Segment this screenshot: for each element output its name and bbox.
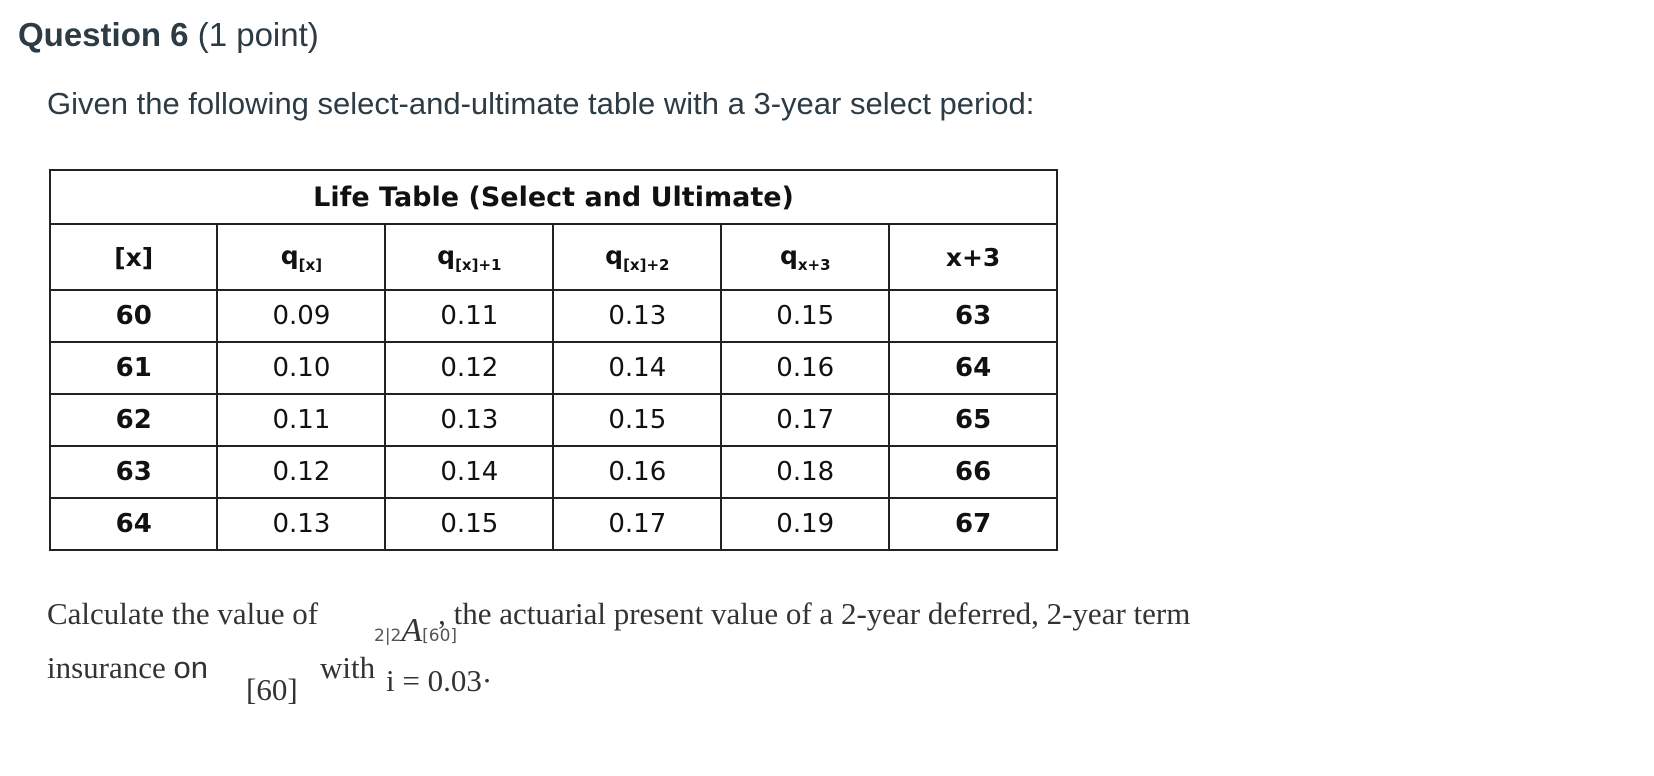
table-row: 61 0.10 0.12 0.14 0.16 64 [48,341,1058,395]
header-subscript: [x]+2 [623,255,670,274]
column-header: qx+3 [720,223,891,291]
header-subscript: [x] [298,255,323,274]
table-cell: 0.12 [384,341,555,395]
table-cell: 0.13 [384,393,555,447]
table-cell: 0.09 [216,289,387,343]
header-main: x+3 [945,242,1001,272]
header-subscript: x+3 [797,255,831,274]
header-subscript: [x]+1 [455,255,502,274]
table-cell: 0.12 [216,445,387,499]
question-number: Question 6 [18,16,189,53]
table-cell: 0.17 [720,393,891,447]
rate-text: i = 0.03 [386,663,482,698]
column-header: x+3 [888,223,1058,291]
table-cell: 0.15 [384,497,555,551]
table-cell: 0.19 [720,497,891,551]
symbol-A: A [401,612,423,649]
table-header-row: [x] q[x] q[x]+1 q[x]+2 qx+3 x+3 [48,223,1058,291]
table-cell: 0.13 [552,289,723,343]
header-main: q [437,240,456,270]
column-header: q[x] [216,223,387,291]
table-cell: 0.10 [216,341,387,395]
apv-symbol: 2|2A[60] [374,612,457,650]
calc-text-on: on [173,650,209,685]
period: · [481,663,493,698]
table-cell: 64 [48,497,219,551]
table-cell: 66 [888,445,1058,499]
table-cell: 63 [48,445,219,499]
table-cell: 0.14 [384,445,555,499]
table-row: 64 0.13 0.15 0.17 0.19 67 [48,497,1058,551]
table-row: 63 0.12 0.14 0.16 0.18 66 [48,445,1058,499]
question-prompt: Given the following select-and-ultimate … [47,86,1035,121]
table-row: 60 0.09 0.11 0.13 0.15 63 [48,289,1058,343]
calc-text: Calculate the value of [47,596,319,631]
table-cell: 64 [888,341,1058,395]
table-cell: 65 [888,393,1058,447]
calc-line-1: Calculate the value of , the actuarial pr… [47,596,1190,632]
calc-text-3: insurance [47,650,166,685]
header-main: q [280,240,299,270]
header-main: q [779,240,798,270]
table-cell: 0.16 [720,341,891,395]
table-cell: 0.13 [216,497,387,551]
table-cell: 62 [48,393,219,447]
question-points: (1 point) [197,16,319,53]
header-main: [x] [114,242,154,272]
table-cell: 0.15 [720,289,891,343]
interest-rate: i = 0.03· [386,663,492,699]
symbol-prefix: 2|2 [374,626,402,646]
table-cell: 61 [48,341,219,395]
table-cell: 0.11 [384,289,555,343]
table-cell: 0.11 [216,393,387,447]
table-cell: 67 [888,497,1058,551]
calc-text-2: , the actuarial present value of a 2-yea… [438,596,1191,631]
life-status: [60] [246,672,298,707]
column-header: q[x]+1 [384,223,555,291]
table-cell: 60 [48,289,219,343]
table-cell: 0.17 [552,497,723,551]
column-header: [x] [48,223,219,291]
calc-line-2: insurance on [47,650,208,686]
header-main: q [605,240,624,270]
symbol-subscript: [60] [422,626,458,646]
column-header: q[x]+2 [552,223,723,291]
life-table: Life Table (Select and Ultimate) [x] q[x]… [48,169,1058,551]
question-title: Question 6 (1 point) [18,16,319,54]
table-cell: 63 [888,289,1058,343]
table-cell: 0.15 [552,393,723,447]
table-cell: 0.16 [552,445,723,499]
table-row: 62 0.11 0.13 0.15 0.17 65 [48,393,1058,447]
table-cell: 0.18 [720,445,891,499]
calc-with: with [320,650,376,685]
table-cell: 0.14 [552,341,723,395]
table-title: Life Table (Select and Ultimate) [49,169,1058,225]
